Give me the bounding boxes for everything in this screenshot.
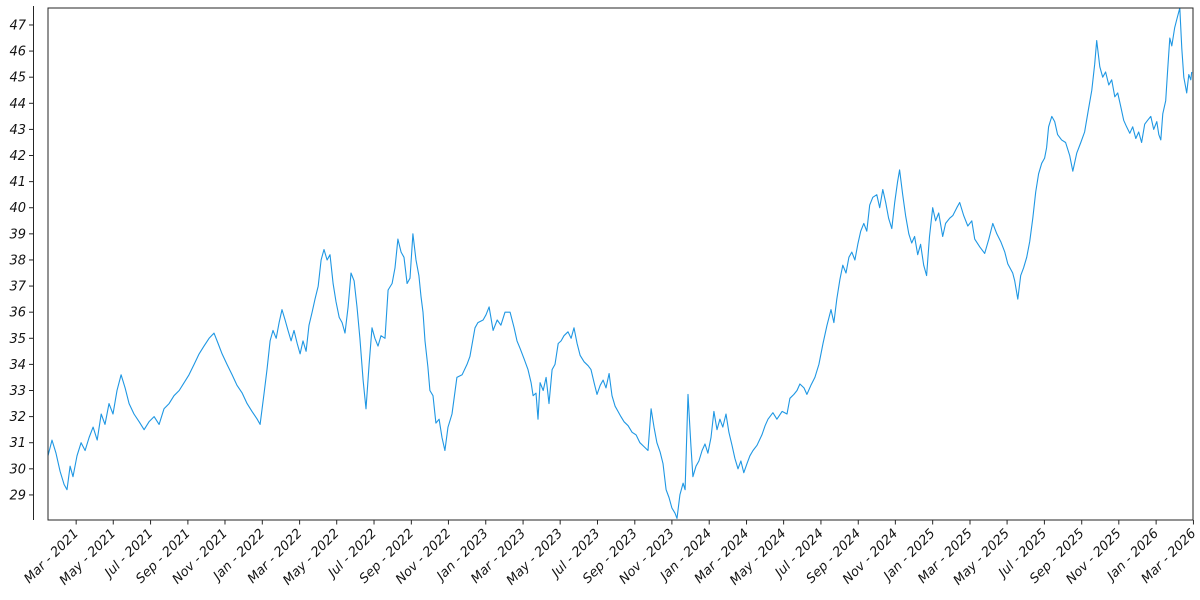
y-tick-label: 30 [9, 462, 26, 477]
plot-border-rect [47, 7, 1194, 521]
y-tick-label: 37 [9, 280, 26, 295]
y-tick-label: 34 [9, 358, 26, 373]
y-tick-label: 31 [9, 436, 26, 451]
y-tick-label: 46 [9, 45, 26, 60]
y-tick-label: 40 [9, 201, 26, 216]
plot-area [48, 8, 1193, 520]
y-tick-label: 42 [9, 149, 26, 164]
y-tick-label: 36 [9, 306, 26, 321]
y-tick-label: 35 [9, 332, 26, 347]
y-tick-label: 38 [9, 253, 26, 268]
y-tick-label: 45 [9, 71, 26, 86]
y-axis: 29 30 31 32 33 34 35 36 37 38 39 40 41 42 43 44 45 46 47 [9, 6, 34, 520]
plot-border [47, 7, 1194, 521]
y-tick-label: 29 [9, 488, 26, 503]
y-tick-label: 47 [9, 18, 26, 33]
plot-background [48, 8, 1193, 520]
price-line-series [47, 7, 1193, 519]
y-tick-label: 41 [9, 175, 26, 190]
y-tick-label: 43 [9, 123, 26, 138]
y-tick-label: 33 [9, 384, 26, 399]
y-tick-label: 32 [9, 410, 26, 425]
series-layer [47, 7, 1193, 519]
y-tick-label: 44 [9, 97, 26, 112]
y-tick-label: 39 [9, 227, 26, 242]
